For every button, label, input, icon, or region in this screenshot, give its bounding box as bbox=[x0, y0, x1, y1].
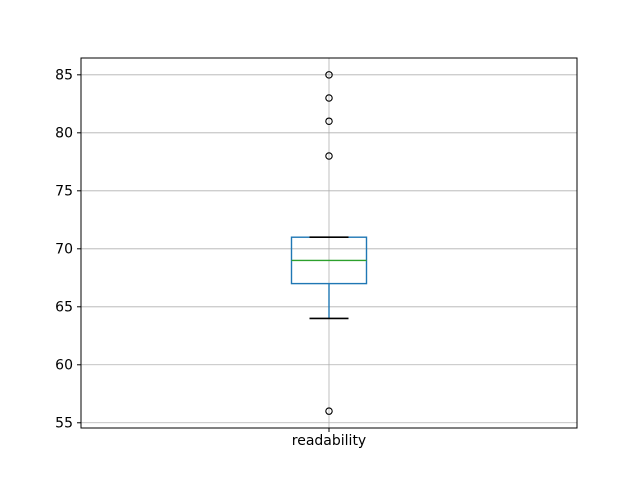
y-tick-label: 70 bbox=[55, 241, 73, 257]
y-tick-label: 60 bbox=[55, 357, 73, 373]
y-tick-label: 80 bbox=[55, 125, 73, 141]
y-tick-label: 85 bbox=[55, 67, 73, 83]
y-tick-label: 55 bbox=[55, 415, 73, 431]
flier-point bbox=[325, 407, 333, 415]
flier-point bbox=[325, 152, 333, 160]
flier-point bbox=[325, 117, 333, 125]
y-tick-label: 75 bbox=[55, 183, 73, 199]
y-tick-label: 65 bbox=[55, 299, 73, 315]
flier-point bbox=[325, 71, 333, 79]
x-tick-label: readability bbox=[291, 433, 367, 449]
flier-point bbox=[325, 94, 333, 102]
